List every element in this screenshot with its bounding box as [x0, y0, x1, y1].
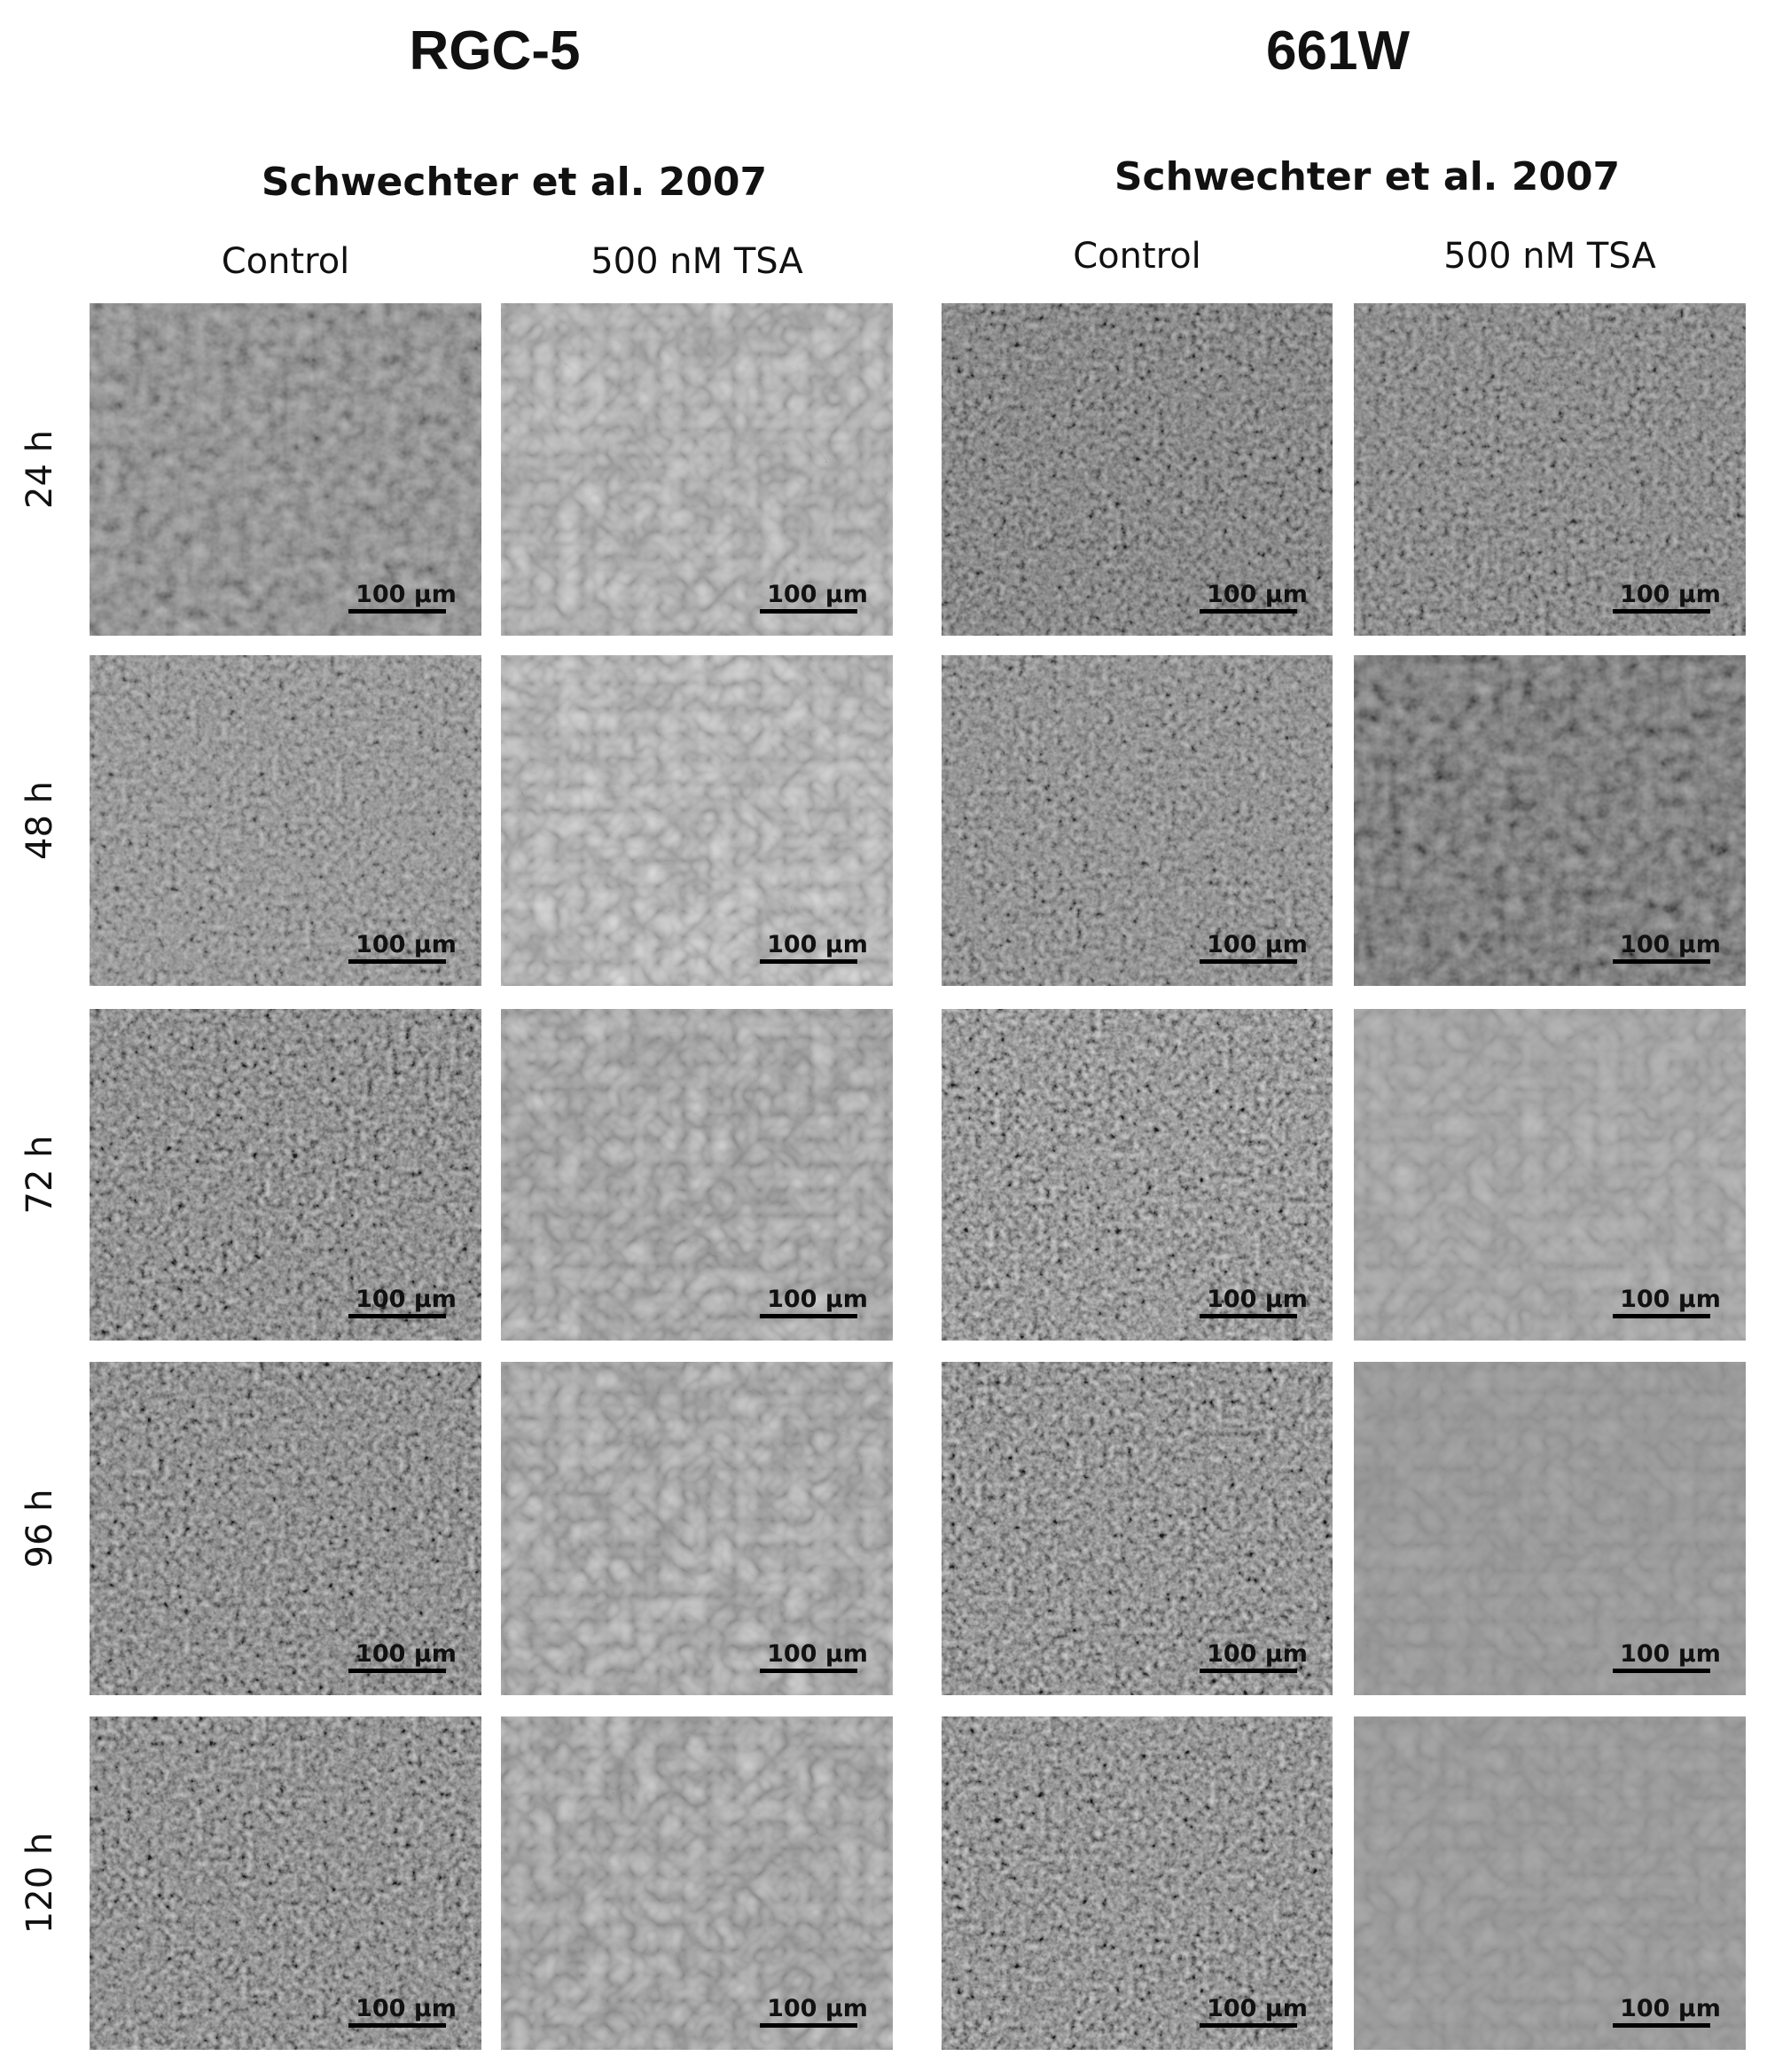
row-label: 96 h — [20, 1489, 60, 1568]
scale-bar-label: 100 µm — [1620, 1995, 1721, 2022]
scale-bar-label: 100 µm — [356, 1640, 457, 1668]
micrograph-panel: 100 µm — [501, 655, 893, 986]
micrograph-texture — [90, 1009, 481, 1341]
micrograph-panel: 100 µm — [1354, 1716, 1746, 2050]
scale-bar — [1200, 609, 1297, 614]
scale-bar-label: 100 µm — [1207, 931, 1308, 958]
row-label: 72 h — [20, 1136, 60, 1215]
scale-bar — [760, 609, 857, 614]
scale-bar-label: 100 µm — [1207, 1286, 1308, 1313]
micrograph-texture — [90, 1362, 481, 1695]
scale-bar-label: 100 µm — [1207, 1640, 1308, 1668]
scale-bar-label: 100 µm — [1207, 581, 1308, 608]
micrograph-texture — [90, 1716, 481, 2050]
scale-bar — [1613, 1314, 1710, 1318]
micrograph-texture — [501, 1362, 893, 1695]
scale-bar-label: 100 µm — [356, 581, 457, 608]
scale-bar — [348, 959, 446, 964]
micrograph-panel: 100 µm — [90, 655, 481, 986]
scale-bar-label: 100 µm — [767, 1640, 868, 1668]
scale-bar — [1200, 959, 1297, 964]
micrograph-panel: 100 µm — [1354, 1362, 1746, 1695]
scale-bar — [1200, 1314, 1297, 1318]
scale-bar-label: 100 µm — [1207, 1995, 1308, 2022]
scale-bar — [348, 1669, 446, 1673]
column-label: 500 nM TSA — [590, 241, 803, 282]
scale-bar-label: 100 µm — [356, 1995, 457, 2022]
scale-bar-label: 100 µm — [767, 931, 868, 958]
scale-bar-label: 100 µm — [767, 1995, 868, 2022]
micrograph-texture — [501, 303, 893, 636]
micrograph-texture — [1354, 1362, 1746, 1695]
scale-bar-label: 100 µm — [1620, 581, 1721, 608]
scale-bar — [1613, 959, 1710, 964]
scale-bar — [760, 2023, 857, 2028]
micrograph-panel: 100 µm — [90, 1716, 481, 2050]
micrograph-texture — [1354, 1716, 1746, 2050]
micrograph-panel: 100 µm — [942, 1009, 1333, 1341]
scale-bar — [348, 2023, 446, 2028]
column-label: Control — [1073, 236, 1201, 277]
scale-bar-label: 100 µm — [1620, 1286, 1721, 1313]
scale-bar — [1613, 609, 1710, 614]
micrograph-panel: 100 µm — [1354, 655, 1746, 986]
row-label: 120 h — [20, 1833, 60, 1934]
scale-bar — [1200, 1669, 1297, 1673]
scale-bar-label: 100 µm — [356, 931, 457, 958]
micrograph-panel: 100 µm — [90, 1009, 481, 1341]
scale-bar — [1613, 2023, 1710, 2028]
micrograph-panel: 100 µm — [942, 655, 1333, 986]
scale-bar — [760, 1669, 857, 1673]
micrograph-panel: 100 µm — [942, 1716, 1333, 2050]
micrograph-panel: 100 µm — [1354, 303, 1746, 636]
micrograph-texture — [1354, 655, 1746, 986]
scale-bar — [348, 609, 446, 614]
micrograph-texture — [501, 1716, 893, 2050]
micrograph-texture — [942, 303, 1333, 636]
micrograph-panel: 100 µm — [501, 1362, 893, 1695]
micrograph-panel: 100 µm — [942, 303, 1333, 636]
scale-bar — [760, 959, 857, 964]
row-label: 48 h — [20, 781, 60, 860]
micrograph-texture — [501, 1009, 893, 1341]
micrograph-texture — [942, 655, 1333, 986]
micrograph-texture — [942, 1362, 1333, 1695]
micrograph-texture — [1354, 1009, 1746, 1341]
group-subtitle: Schwechter et al. 2007 — [1114, 154, 1620, 199]
micrograph-panel: 100 µm — [501, 1716, 893, 2050]
scale-bar-label: 100 µm — [767, 581, 868, 608]
row-label: 24 h — [20, 430, 60, 509]
group-title: 661W — [1266, 20, 1410, 82]
group-title: RGC-5 — [410, 20, 581, 82]
micrograph-texture — [501, 655, 893, 986]
group-subtitle: Schwechter et al. 2007 — [262, 160, 767, 205]
scale-bar — [760, 1314, 857, 1318]
micrograph-panel: 100 µm — [90, 303, 481, 636]
micrograph-texture — [90, 655, 481, 986]
scale-bar-label: 100 µm — [1620, 931, 1721, 958]
column-label: 500 nM TSA — [1443, 236, 1656, 277]
scale-bar — [348, 1314, 446, 1318]
micrograph-panel: 100 µm — [501, 1009, 893, 1341]
micrograph-texture — [90, 303, 481, 636]
micrograph-panel: 100 µm — [942, 1362, 1333, 1695]
scale-bar — [1200, 2023, 1297, 2028]
column-label: Control — [222, 241, 350, 282]
micrograph-panel: 100 µm — [90, 1362, 481, 1695]
scale-bar-label: 100 µm — [356, 1286, 457, 1313]
micrograph-panel: 100 µm — [1354, 1009, 1746, 1341]
scale-bar-label: 100 µm — [767, 1286, 868, 1313]
micrograph-texture — [942, 1716, 1333, 2050]
scale-bar — [1613, 1669, 1710, 1673]
scale-bar-label: 100 µm — [1620, 1640, 1721, 1668]
micrograph-texture — [942, 1009, 1333, 1341]
micrograph-texture — [1354, 303, 1746, 636]
micrograph-panel: 100 µm — [501, 303, 893, 636]
